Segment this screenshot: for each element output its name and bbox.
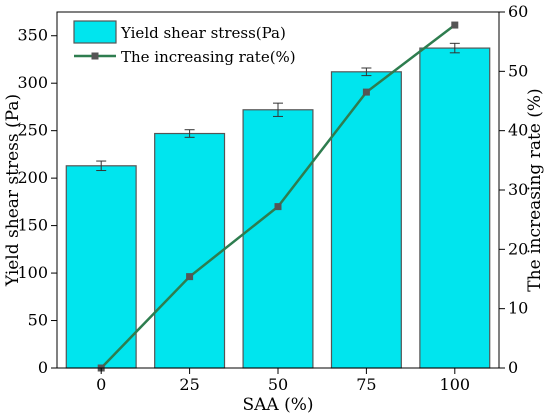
left-y-tick-label: 350	[17, 26, 48, 45]
bar	[154, 132, 226, 369]
left-y-axis-label: Yield shear stress (Pa)	[3, 94, 23, 287]
line-marker	[186, 273, 194, 281]
right-y-tick-label: 60	[508, 2, 528, 21]
right-y-tick-label: 40	[508, 121, 528, 140]
bar	[330, 71, 402, 369]
line-marker	[362, 88, 370, 96]
axes-layer: 0 25 50 75 100 0 50 100 150 200 250 300 350 0 10 20 30 40…	[17, 2, 528, 394]
x-tick-label: 75	[356, 375, 376, 394]
bar	[65, 165, 137, 369]
x-axis-label: SAA (%)	[242, 395, 313, 415]
x-tick-label: 0	[96, 375, 106, 394]
left-y-tick-label: 200	[17, 168, 48, 187]
left-y-tick-label: 150	[17, 216, 48, 235]
legend: Yield shear stress(Pa) The increasing ra…	[73, 20, 296, 66]
right-y-tick-label: 30	[508, 180, 528, 199]
left-y-tick-label: 50	[28, 311, 48, 330]
left-y-tick-label: 0	[38, 358, 48, 377]
bar	[419, 47, 491, 369]
right-y-tick-label: 10	[508, 299, 528, 318]
x-tick-label: 50	[268, 375, 288, 394]
legend-swatch-marker	[91, 52, 99, 60]
line-marker	[451, 21, 459, 29]
line-marker	[274, 203, 282, 211]
x-tick-label: 25	[179, 375, 199, 394]
left-y-tick-label: 250	[17, 121, 48, 140]
right-y-tick-label: 50	[508, 61, 528, 80]
right-y-axis-label: The increasing rate (%)	[525, 88, 545, 291]
legend-label-bar: Yield shear stress(Pa)	[120, 24, 286, 42]
legend-swatch-bar	[73, 20, 117, 44]
error-bars-layer	[96, 42, 460, 172]
x-tick-label: 100	[440, 375, 471, 394]
right-y-tick-label: 20	[508, 239, 528, 258]
right-y-tick-label: 0	[508, 358, 518, 377]
left-y-tick-label: 300	[17, 73, 48, 92]
legend-label-line: The increasing rate(%)	[121, 48, 296, 66]
bar	[242, 109, 314, 369]
left-y-tick-label: 100	[17, 263, 48, 282]
